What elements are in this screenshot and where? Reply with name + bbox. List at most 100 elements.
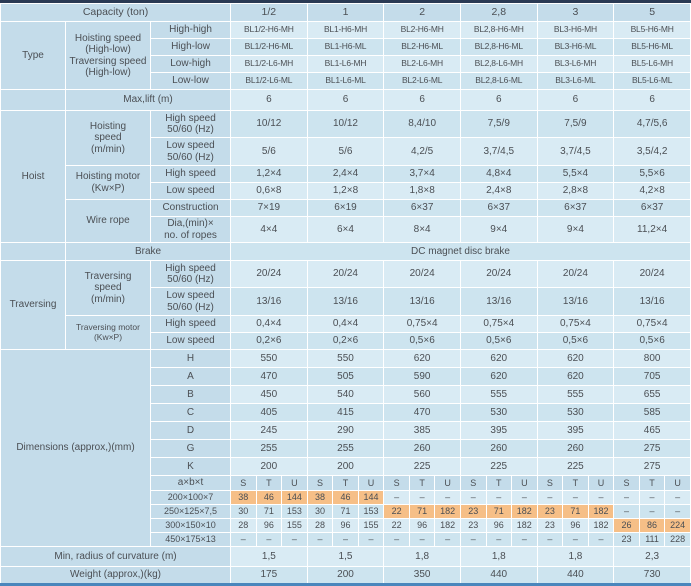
spec-cell: 2,3 — [613, 546, 691, 567]
spec-cell: 153 — [357, 504, 385, 519]
stu-row-label: 450×175×13 — [149, 532, 232, 547]
spec-cell: 0,75×4 — [383, 315, 461, 333]
spec-cell: BL2,8-L6-MH — [459, 55, 538, 73]
spec-cell: – — [459, 532, 487, 547]
spec-cell: – — [306, 532, 334, 547]
spec-cell: 550 — [306, 349, 385, 368]
spec-cell: 155 — [357, 518, 385, 533]
spec-cell: BL2-L6-MH — [383, 55, 461, 73]
spec-cell: 71 — [485, 504, 513, 519]
spec-cell: – — [511, 490, 538, 505]
spec-cell: BL3-L6-MH — [536, 55, 615, 73]
spec-cell: 155 — [281, 518, 308, 533]
spec-cell: 144 — [357, 490, 385, 505]
spec-cell: 3,7/4,5 — [459, 137, 538, 166]
spec-cell: 71 — [562, 504, 589, 519]
spec-cell: 0,4×4 — [306, 315, 385, 333]
spec-cell: 550 — [230, 349, 308, 368]
spec-cell: 20/24 — [459, 260, 538, 288]
spec-cell: 275 — [613, 439, 691, 458]
spec-cell: – — [408, 490, 436, 505]
weight-label: Weight (approx,)(kg) — [0, 566, 232, 583]
stu-row-label: 250×125×7,5 — [149, 504, 232, 519]
spec-cell: 395 — [459, 421, 538, 440]
spec-cell: 46 — [332, 490, 359, 505]
traversing-speed-low-row: Low speed 50/60 (Hz) 13/16 13/16 13/16 13/16… — [1, 287, 691, 316]
spec-cell: 470 — [383, 403, 461, 422]
spec-cell: 10/12 — [230, 110, 308, 138]
spec-cell: S — [536, 475, 564, 491]
spec-cell: 13/16 — [230, 287, 308, 316]
spec-cell: 245 — [230, 421, 308, 440]
brake-value: DC magnet disc brake — [230, 242, 691, 261]
spec-cell: 225 — [459, 457, 538, 476]
dimension-row-C: C 405 415 470 530 530 585 — [1, 403, 691, 422]
spec-cell: 5,5×4 — [536, 165, 615, 183]
spec-cell: BL1/2-L6-MH — [230, 55, 308, 73]
hoisting-speed-low-label: Low speed 50/60 (Hz) — [149, 137, 232, 166]
spec-cell: 385 — [383, 421, 461, 440]
spec-cell: 7,5/9 — [536, 110, 615, 138]
spec-cell: – — [383, 490, 410, 505]
hoisting-motor-low-label: Low speed — [149, 182, 232, 200]
spec-cell: 175 — [230, 566, 308, 583]
spec-cell: BL2,8-L6-ML — [459, 72, 538, 90]
spec-cell: 260 — [536, 439, 615, 458]
spec-cell: 450 — [230, 385, 308, 404]
spec-cell: 530 — [536, 403, 615, 422]
dimensions-label: Dimensions (approx,)(mm) — [0, 349, 151, 547]
spec-cell: 5/6 — [230, 137, 308, 166]
spec-cell: 4,7/5,6 — [613, 110, 691, 138]
spec-cell: 730 — [613, 566, 691, 583]
spec-cell: 5,5×6 — [613, 165, 691, 183]
construction-label: Construction — [149, 199, 232, 217]
spec-cell: – — [485, 532, 513, 547]
dia-label: Dia,(min)× no. of ropes — [149, 216, 232, 243]
spec-cell: 20/24 — [383, 260, 461, 288]
stu-row-300x150x10: 300×150×10 28 96 155 28 96 155 22 96 182 23 96 182 2… — [1, 518, 691, 533]
weight-row: Weight (approx,)(kg) 175 200 350 440 440 730 — [0, 566, 691, 583]
spec-cell: 224 — [664, 518, 691, 533]
spec-cell: 13/16 — [613, 287, 691, 316]
spec-cell: 71 — [332, 504, 359, 519]
spec-cell: 96 — [408, 518, 436, 533]
spec-cell: 440 — [459, 566, 538, 583]
spec-cell: 3,7×4 — [383, 165, 461, 183]
spec-cell: – — [434, 490, 461, 505]
spec-cell: BL1-H6-ML — [306, 38, 385, 56]
spec-cell: 3 — [536, 3, 615, 22]
type-subrow-label: High-low — [149, 38, 232, 56]
dimension-label: D — [149, 421, 232, 440]
hoist-label: Hoist — [0, 110, 66, 243]
stu-row-200x100x7: 200×100×7 38 46 144 38 46 144– – – – – – – – – – – – — [1, 490, 691, 505]
spec-cell: 1,2×8 — [306, 182, 385, 200]
spec-cell: 0,5×6 — [383, 332, 461, 350]
type-subrow-label: Low-low — [149, 72, 232, 90]
spec-cell: S — [306, 475, 334, 491]
spec-cell: BL1/2-H6-MH — [230, 21, 308, 39]
spec-cell: 26 — [613, 518, 640, 533]
dimension-label: G — [149, 439, 232, 458]
stu-row-label: 200×100×7 — [149, 490, 232, 505]
spec-cell: BL2,8-H6-MH — [459, 21, 538, 39]
type-row-low-low: Low-low BL1/2-L6-ML BL1-L6-ML BL2-L6-ML BL2… — [1, 72, 691, 90]
traversing-motor-low-label: Low speed — [149, 332, 232, 350]
spec-cell: – — [587, 490, 615, 505]
spec-cell: 8,4/10 — [383, 110, 461, 138]
spec-cell: 20/24 — [230, 260, 308, 288]
capacity-label: Capacity (ton) — [0, 3, 232, 22]
spec-cell: 505 — [306, 367, 385, 386]
spec-cell: 620 — [459, 349, 538, 368]
spec-cell: 96 — [332, 518, 359, 533]
spec-cell: 6×37 — [613, 199, 691, 217]
spec-cell: BL2-H6-MH — [383, 21, 461, 39]
dimension-row-G: G 255 255 260 260 260 275 — [1, 439, 691, 458]
spec-cell: 228 — [664, 532, 691, 547]
spec-cell: 11,2×4 — [613, 216, 691, 243]
spec-cell: 4,8×4 — [459, 165, 538, 183]
spec-cell: 1,8 — [383, 546, 461, 567]
spec-cell: 405 — [230, 403, 308, 422]
spec-cell: – — [536, 490, 564, 505]
spec-cell: 9×4 — [536, 216, 615, 243]
stu-row-label: 300×150×10 — [149, 518, 232, 533]
